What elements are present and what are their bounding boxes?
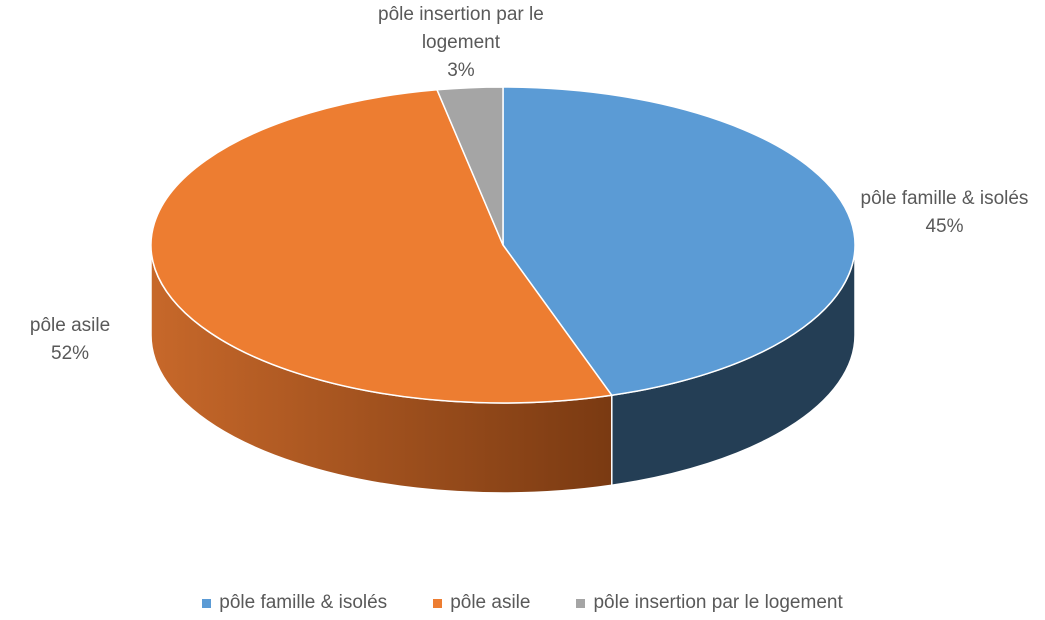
legend-item: pôle insertion par le logement [576, 592, 843, 614]
legend-swatch [202, 598, 212, 608]
data-label: pôle insertion par le logement 3% [366, 1, 556, 85]
data-label: pôle famille & isolés 45% [849, 185, 1039, 241]
data-label: pôle asile 52% [0, 312, 165, 368]
data-label-value: 3% [447, 59, 475, 81]
legend-label: pôle asile [450, 592, 531, 613]
legend-swatch [433, 598, 443, 608]
data-label-value: 52% [51, 343, 90, 365]
legend-label: pôle famille & isolés [219, 592, 388, 613]
legend-item: pôle asile [433, 592, 530, 614]
slice [435, 86, 504, 246]
legend-swatch [576, 598, 586, 608]
legend: pôle famille & isolés pôle asile pôle inse… [0, 592, 1045, 614]
slice [150, 89, 614, 404]
legend-item: pôle famille & isolés [202, 592, 387, 614]
data-label-name: pôle asile [29, 315, 111, 337]
legend-label: pôle insertion par le logement [593, 592, 843, 613]
data-label-name: pôle famille & isolés [860, 188, 1029, 210]
data-label-value: 45% [925, 216, 964, 238]
slice [502, 86, 856, 397]
data-label-name: pôle insertion par le logement [378, 3, 544, 53]
